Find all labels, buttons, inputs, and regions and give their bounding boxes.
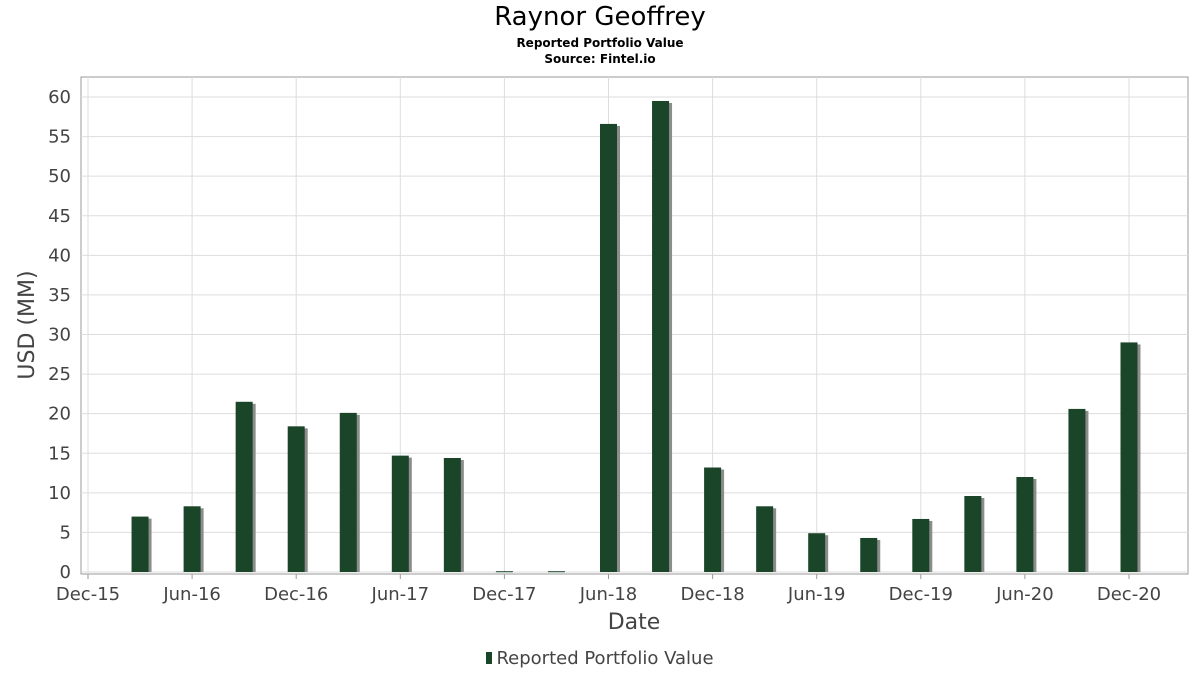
y-tick-label: 35 bbox=[48, 285, 71, 306]
x-axis-label: Date bbox=[608, 610, 661, 635]
y-tick-label: 25 bbox=[48, 364, 71, 385]
x-tick-label: Jun-19 bbox=[787, 584, 846, 605]
y-tick-label: 40 bbox=[48, 245, 71, 266]
bar-Sep-20 bbox=[1068, 408, 1086, 572]
x-tick-label: Dec-20 bbox=[1097, 584, 1161, 605]
bar-Sep-19 bbox=[860, 537, 878, 572]
y-tick-label: 60 bbox=[48, 87, 71, 108]
x-tick-label: Dec-16 bbox=[264, 584, 328, 605]
bar-Dec-17 bbox=[495, 571, 513, 573]
y-tick-label: 45 bbox=[48, 206, 71, 227]
bar-Dec-16 bbox=[287, 426, 305, 572]
bar-Dec-19 bbox=[912, 518, 930, 572]
y-tick-label: 0 bbox=[60, 562, 71, 583]
x-tick-label: Jun-17 bbox=[371, 584, 430, 605]
x-tick-label: Jun-16 bbox=[162, 584, 221, 605]
y-tick-label: 30 bbox=[48, 325, 71, 346]
y-tick-label: 55 bbox=[48, 127, 71, 148]
x-tick-label: Dec-18 bbox=[680, 584, 744, 605]
y-tick-label: 10 bbox=[48, 483, 71, 504]
bar-Jun-20 bbox=[1016, 477, 1034, 572]
bar-Sep-16 bbox=[235, 401, 253, 572]
y-tick-label: 20 bbox=[48, 404, 71, 425]
y-tick-label: 15 bbox=[48, 443, 71, 464]
y-tick-label: 5 bbox=[60, 522, 71, 543]
bar-Mar-18 bbox=[547, 571, 565, 573]
bar-Mar-20 bbox=[964, 496, 982, 572]
legend-label: Reported Portfolio Value bbox=[496, 648, 714, 669]
chart-source: Source: Fintel.io bbox=[544, 52, 656, 66]
y-tick-label: 50 bbox=[48, 166, 71, 187]
bar-Mar-19 bbox=[756, 506, 774, 572]
y-axis-label: USD (MM) bbox=[15, 270, 40, 379]
legend-swatch bbox=[486, 652, 493, 664]
bar-Mar-16 bbox=[131, 516, 149, 572]
plot-frame bbox=[80, 76, 1189, 575]
bar-Jun-18 bbox=[600, 123, 617, 573]
legend: Reported Portfolio Value bbox=[0, 648, 1200, 669]
bar-Mar-17 bbox=[339, 412, 357, 572]
x-tick-label: Jun-20 bbox=[995, 584, 1054, 605]
bar-Dec-20 bbox=[1120, 342, 1138, 572]
bar-Jun-16 bbox=[183, 506, 201, 572]
x-tick-label: Jun-18 bbox=[579, 584, 638, 605]
bar-Jun-19 bbox=[808, 533, 826, 572]
bar-Jun-17 bbox=[391, 455, 409, 572]
chart-subtitle: Reported Portfolio Value bbox=[516, 36, 684, 50]
x-tick-label: Dec-19 bbox=[889, 584, 953, 605]
chart-title: Raynor Geoffrey bbox=[494, 2, 706, 32]
bar-Sep-17 bbox=[443, 458, 461, 572]
x-tick-label: Dec-15 bbox=[56, 584, 120, 605]
x-tick-label: Dec-17 bbox=[472, 584, 536, 605]
bar-Dec-18 bbox=[704, 467, 722, 572]
bar-Sep-18 bbox=[652, 100, 670, 572]
